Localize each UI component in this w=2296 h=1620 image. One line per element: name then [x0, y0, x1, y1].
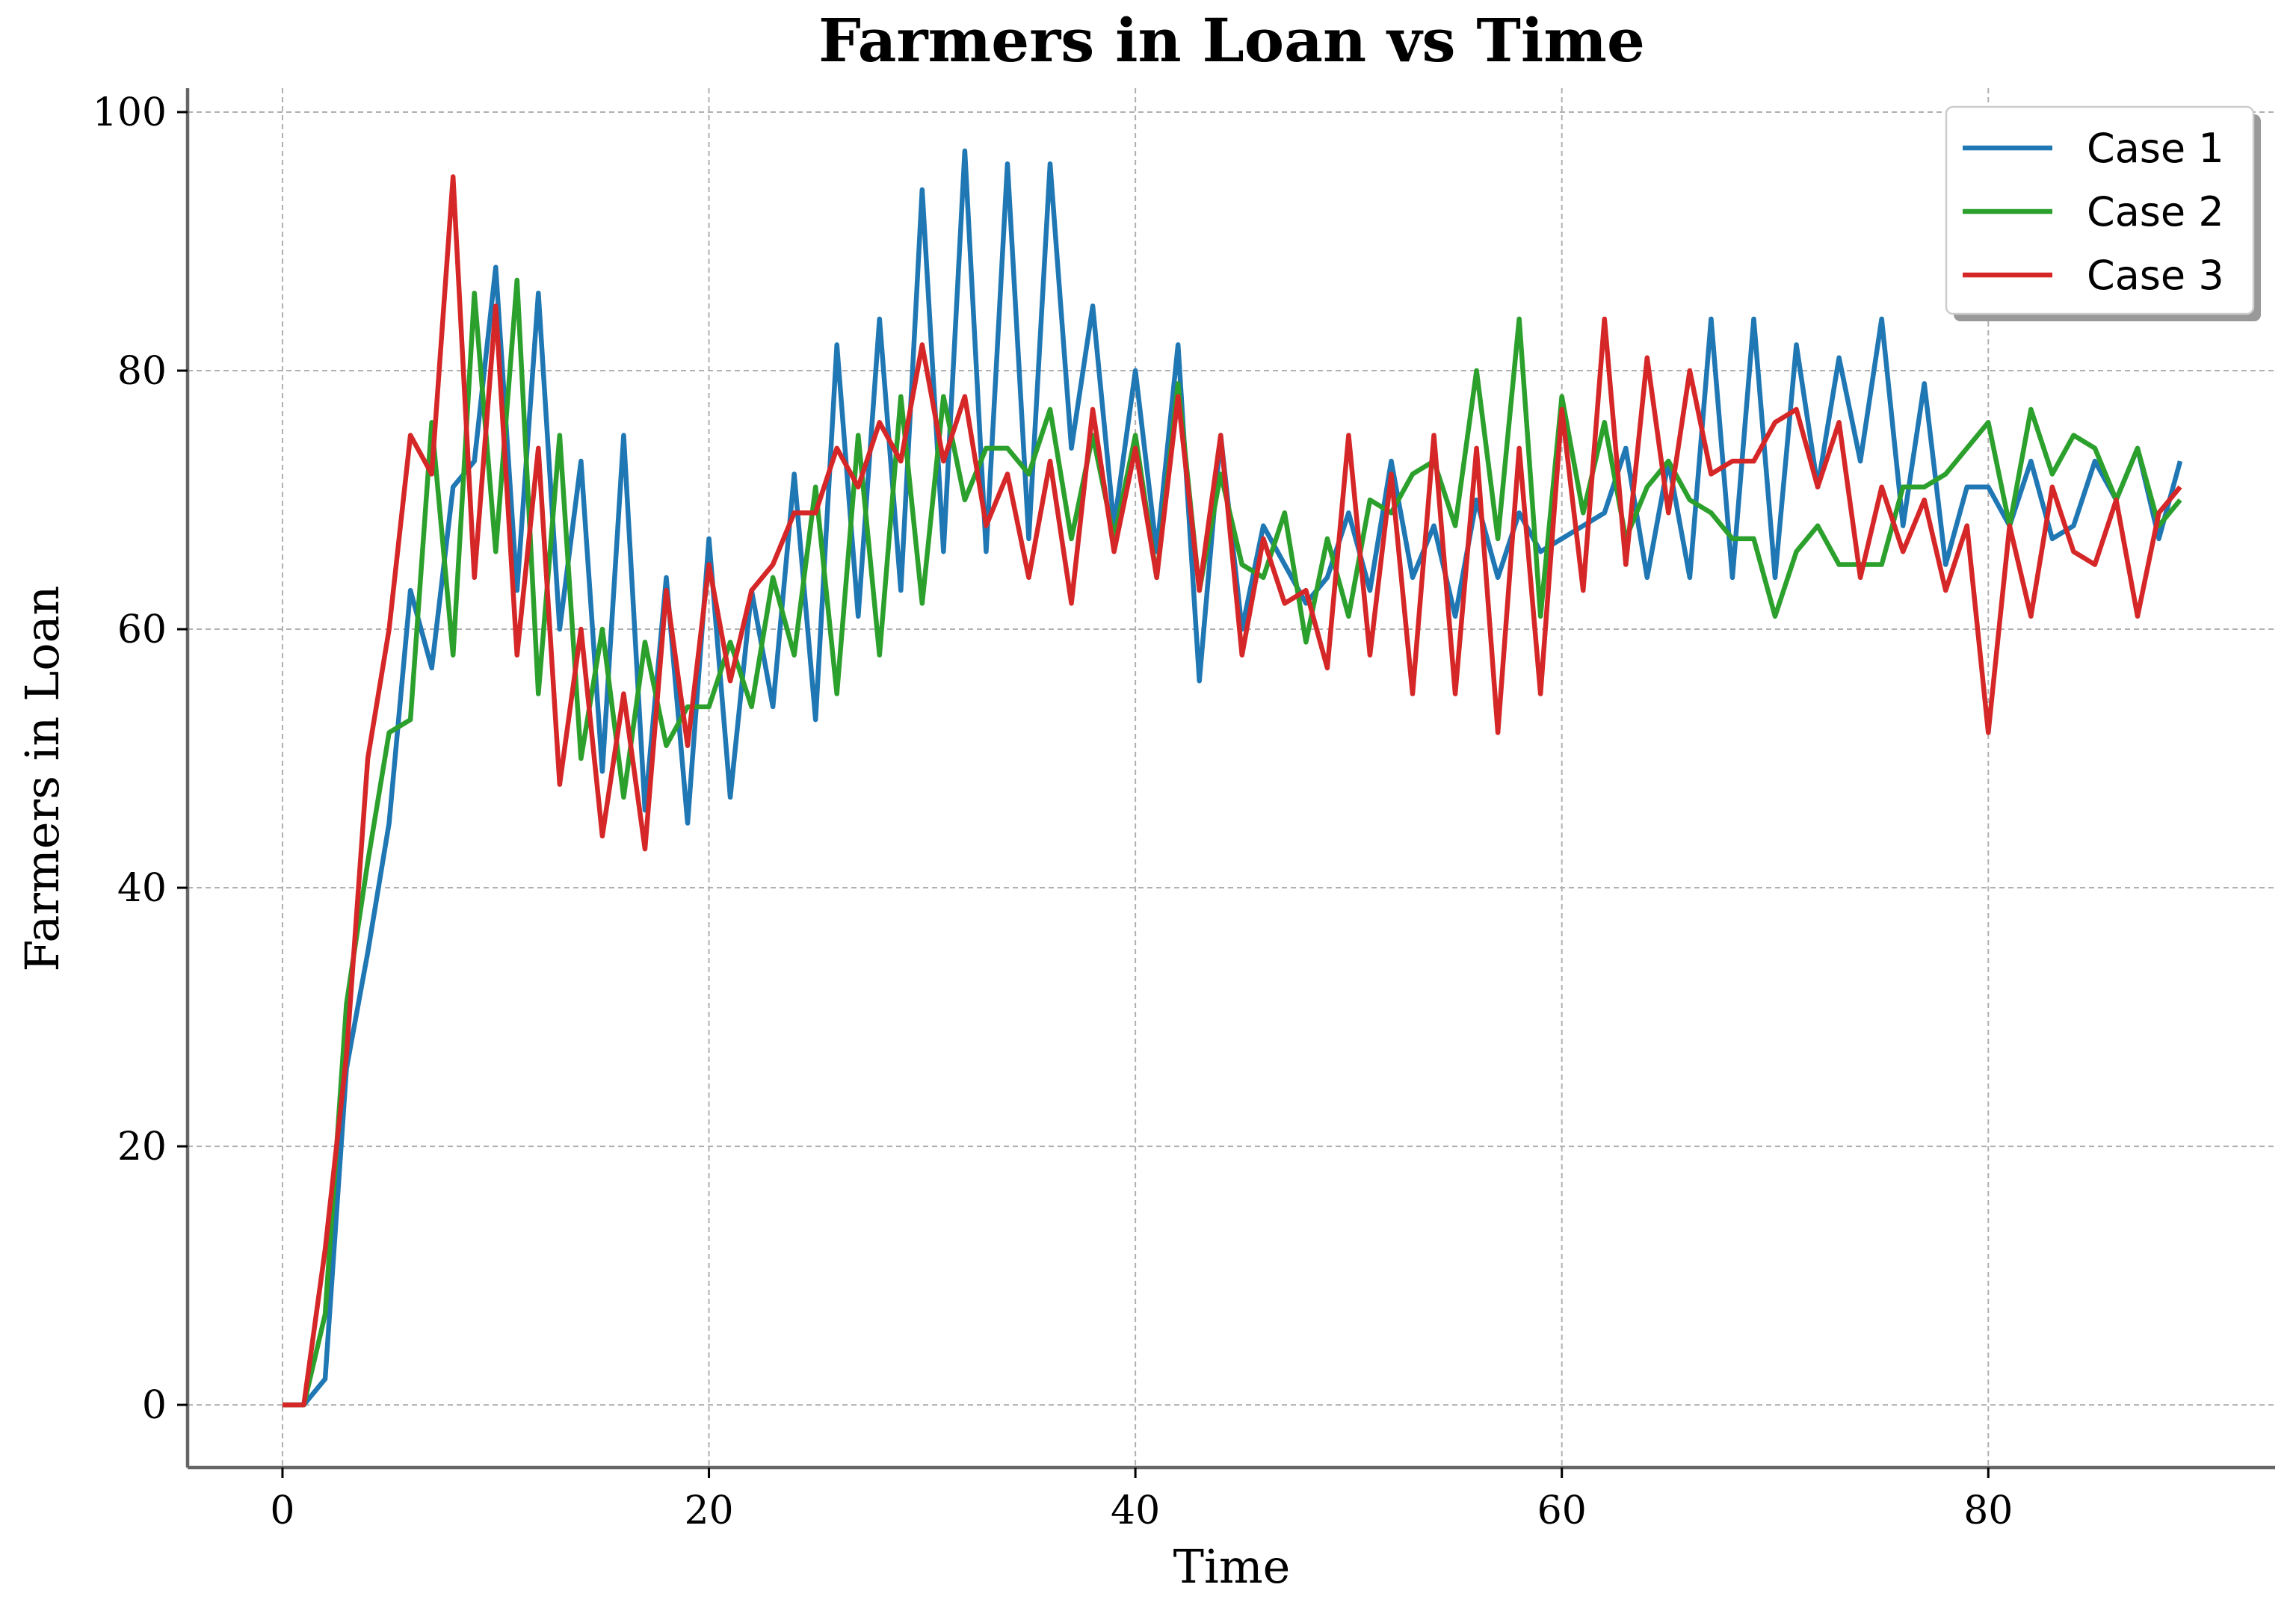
y-tick-label: 60 [117, 608, 167, 652]
grid-layer [188, 88, 2275, 1468]
series-line-case-3 [282, 174, 2182, 1408]
legend-label: Case 2 [2087, 188, 2224, 235]
x-tick-label: 40 [1111, 1488, 1160, 1533]
legend-label: Case 1 [2087, 125, 2224, 172]
series-layer [282, 148, 2183, 1408]
x-tick-label: 60 [1537, 1488, 1587, 1533]
x-axis-label: Time [1173, 1539, 1291, 1594]
legend: Case 1 Case 2 Case 3 [1945, 105, 2261, 321]
tick-layer: 0 20 40 60 80 0 20 40 60 80 100 [93, 90, 2013, 1533]
chart-title: Farmers in Loan vs Time [818, 5, 1645, 75]
y-tick-label: 40 [117, 866, 167, 911]
x-tick-label: 20 [684, 1488, 733, 1533]
x-tick-label: 80 [1963, 1488, 2013, 1533]
y-tick-label: 100 [93, 90, 167, 135]
y-tick-label: 80 [117, 349, 167, 394]
y-tick-label: 20 [117, 1125, 167, 1169]
y-tick-label: 0 [142, 1383, 167, 1428]
legend-box [1945, 105, 2255, 315]
legend-label: Case 3 [2087, 252, 2224, 299]
series-line-case-1 [282, 148, 2183, 1408]
axes-spines [185, 88, 2275, 1470]
y-axis-label: Farmers in Loan [15, 586, 70, 972]
x-tick-label: 0 [270, 1488, 294, 1533]
